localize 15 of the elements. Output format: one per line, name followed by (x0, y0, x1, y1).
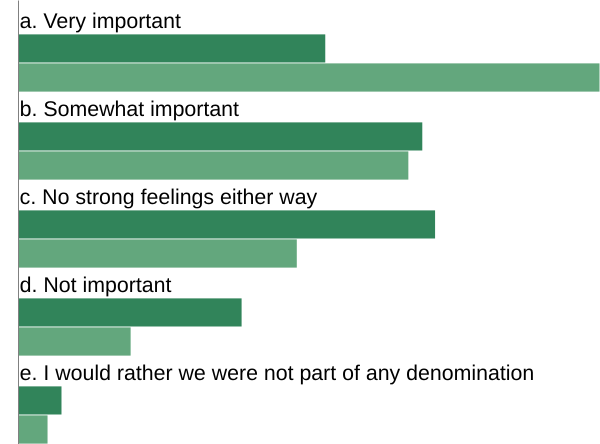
bar (18, 151, 408, 180)
bar (18, 210, 436, 239)
bar (18, 386, 62, 415)
bar (18, 63, 600, 92)
y-tick-label: c. No strong feelings either way (20, 185, 318, 210)
y-tick-label: a. Very important (20, 9, 181, 34)
bar (18, 298, 242, 327)
bar (18, 327, 131, 356)
y-tick-label: b. Somewhat important (20, 97, 240, 122)
bar (18, 239, 297, 268)
y-tick-label: e. I would rather we were not part of any denomination (20, 361, 534, 386)
bar (18, 122, 422, 151)
bar (18, 34, 326, 63)
y-tick-label: d. Not important (20, 273, 172, 298)
bar (18, 415, 48, 444)
